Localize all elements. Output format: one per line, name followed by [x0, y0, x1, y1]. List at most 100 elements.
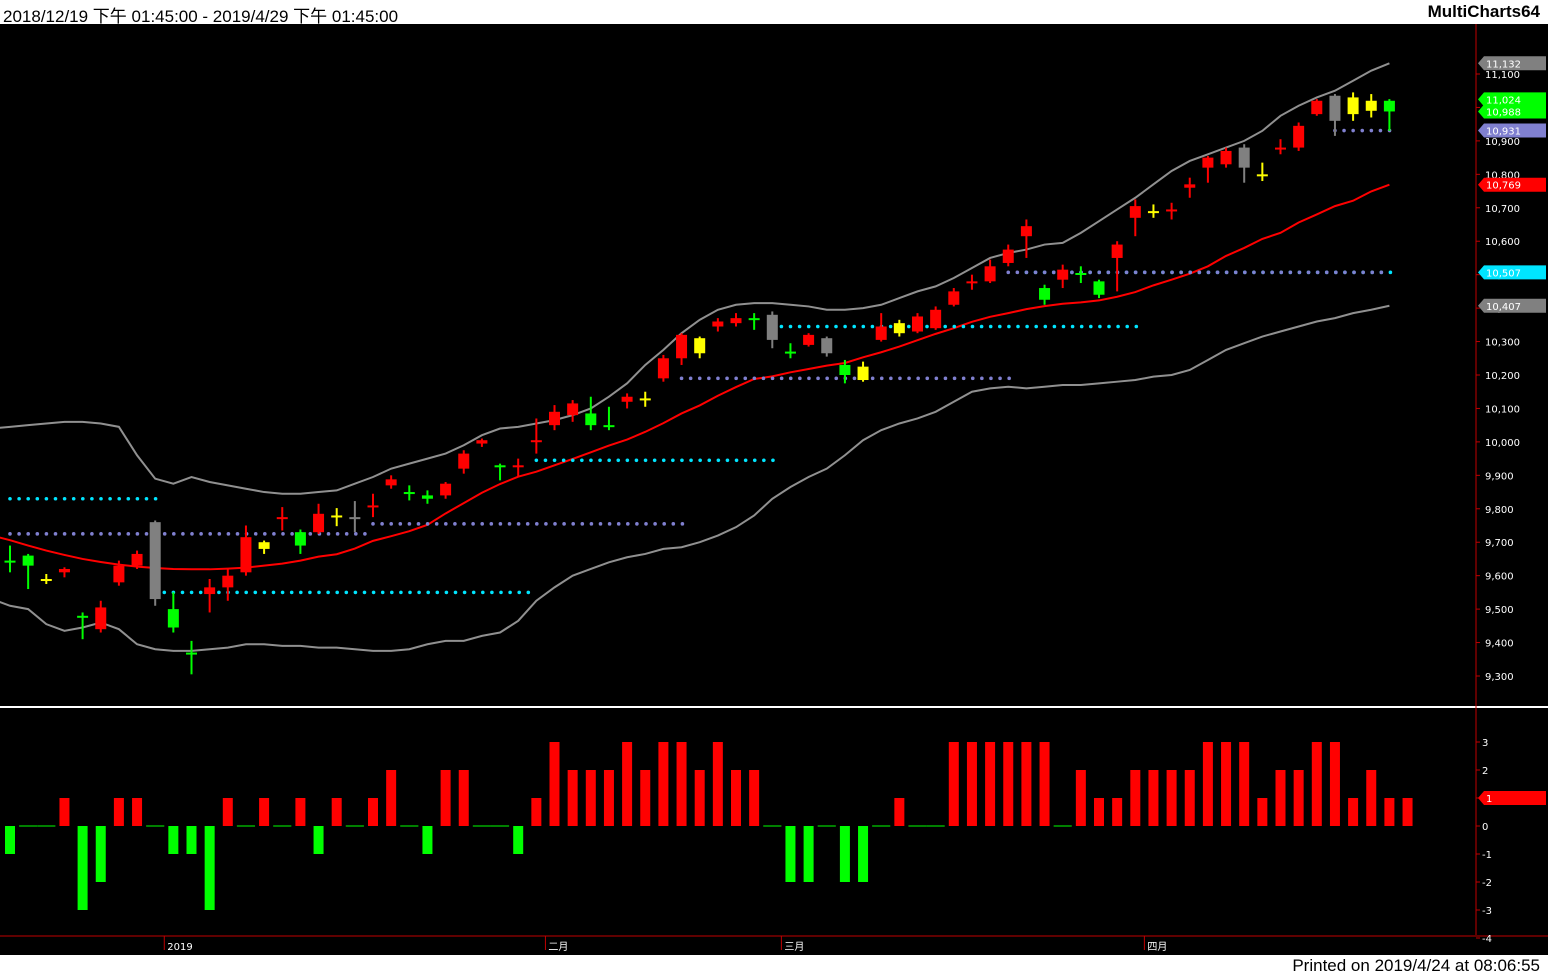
- indicator-bar: [5, 826, 15, 854]
- indicator-bar: [1366, 770, 1377, 826]
- support-dot: [317, 590, 321, 595]
- support-dot: [806, 324, 811, 329]
- support-dot: [643, 458, 648, 463]
- resistance-dot: [679, 376, 684, 381]
- resistance-dot: [208, 532, 212, 536]
- support-dot: [988, 324, 993, 329]
- resistance-dot: [35, 532, 40, 536]
- resistance-dot: [81, 532, 85, 536]
- candle-body: [440, 483, 452, 496]
- candle-body: [748, 318, 760, 321]
- resistance-dot: [571, 522, 575, 526]
- candle-body: [1093, 281, 1105, 295]
- indicator-bar: [712, 742, 723, 826]
- candle-body: [1202, 157, 1214, 168]
- support-dot: [262, 590, 267, 595]
- resistance-dot: [998, 376, 1002, 381]
- indicator-bar: [440, 770, 451, 826]
- candle-body: [1184, 184, 1196, 188]
- candle-body: [1220, 150, 1232, 165]
- resistance-dot: [425, 522, 430, 526]
- resistance-dot: [798, 376, 802, 381]
- candle-body: [567, 403, 579, 416]
- support-dot: [1034, 324, 1038, 329]
- indicator-value-marker: [1478, 791, 1546, 805]
- resistance-dot: [235, 532, 240, 536]
- support-dot: [561, 458, 566, 463]
- chart-canvas[interactable]: 9,300 9,400 9,500 9,600 9,700 9,800 9,900 10,00…: [0, 24, 1548, 955]
- indicator-bar: [1384, 798, 1395, 826]
- support-dot: [289, 590, 294, 595]
- support-dot: [607, 458, 611, 463]
- support-dot: [788, 324, 793, 329]
- candle-body: [349, 517, 361, 520]
- indicator-bar: [204, 826, 215, 910]
- resistance-dot: [1261, 270, 1265, 275]
- price-tick-label: 9,300: [1485, 672, 1514, 683]
- resistance-dot: [770, 376, 775, 381]
- resistance-dot: [1334, 270, 1338, 275]
- support-dot: [490, 590, 494, 595]
- resistance-dot: [1378, 128, 1383, 133]
- support-dot: [652, 458, 657, 463]
- indicator-bar: [622, 742, 633, 826]
- resistance-dot: [290, 532, 294, 536]
- indicator-tick-label: -2: [1482, 878, 1492, 889]
- support-dot: [1098, 324, 1102, 329]
- indicator-bar: [839, 826, 850, 882]
- time-tick-label: 2019: [167, 942, 192, 953]
- resistance-dot: [1188, 270, 1193, 275]
- chart-area[interactable]: 9,300 9,400 9,500 9,600 9,700 9,800 9,900 10,00…: [0, 24, 1548, 955]
- resistance-dot: [1324, 270, 1329, 275]
- support-dot: [444, 590, 449, 595]
- resistance-dot: [889, 376, 893, 381]
- candle-body: [1256, 174, 1268, 177]
- indicator-bar: [1402, 798, 1413, 826]
- time-tick-label: 四月: [1147, 941, 1167, 953]
- resistance-dot: [272, 532, 276, 536]
- candle-body: [893, 323, 905, 334]
- candle-body: [1347, 97, 1359, 115]
- indicator-bar: [1311, 742, 1322, 826]
- candle-body: [458, 453, 470, 469]
- candle-body: [421, 495, 433, 499]
- indicator-bar: [567, 770, 578, 826]
- support-dot: [108, 496, 112, 501]
- candle-body: [258, 542, 270, 549]
- indicator-bar: [585, 770, 596, 826]
- resistance-dot: [480, 522, 485, 526]
- support-dot: [979, 324, 984, 329]
- resistance-dot: [90, 532, 94, 536]
- candle-body: [948, 291, 960, 305]
- candle-body: [204, 587, 216, 595]
- candle-body: [730, 318, 742, 324]
- support-dot: [244, 590, 248, 595]
- price-tick-label: 10,900: [1485, 137, 1520, 148]
- candle-body: [95, 607, 107, 630]
- support-dot: [189, 590, 194, 595]
- support-dot: [952, 324, 957, 329]
- support-dot: [162, 590, 167, 595]
- support-dot: [797, 324, 802, 329]
- support-dot: [471, 590, 476, 595]
- indicator-bar: [1112, 798, 1123, 826]
- resistance-dot: [1161, 270, 1165, 275]
- indicator-bar: [1075, 770, 1086, 826]
- support-dot: [499, 590, 503, 595]
- resistance-dot: [834, 376, 839, 381]
- resistance-dot: [1361, 270, 1365, 275]
- price-marker: [1478, 298, 1546, 313]
- resistance-dot: [181, 532, 185, 536]
- price-marker: [1478, 104, 1546, 119]
- resistance-dot: [416, 522, 421, 526]
- candle-body: [694, 338, 706, 354]
- candle-body: [240, 537, 252, 573]
- indicator-bar: [1148, 770, 1159, 826]
- resistance-dot: [1088, 270, 1092, 275]
- candle-body: [712, 321, 724, 327]
- indicator-bar: [1329, 742, 1340, 826]
- resistance-dot: [816, 376, 820, 381]
- candle-body: [1002, 249, 1014, 263]
- candle-body: [313, 513, 325, 533]
- indicator-bar: [1094, 798, 1104, 826]
